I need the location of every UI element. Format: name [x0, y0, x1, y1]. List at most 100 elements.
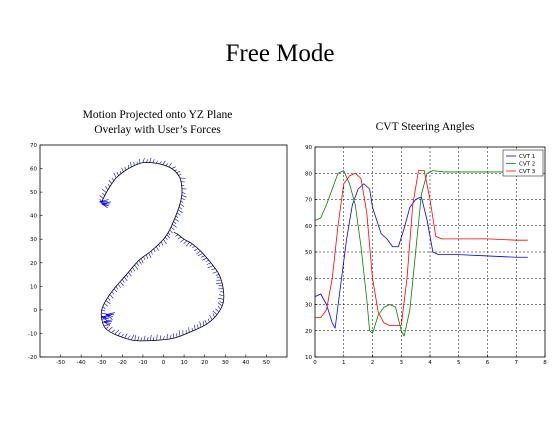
force-vector	[159, 335, 162, 340]
force-vector	[146, 336, 149, 341]
force-vector	[202, 321, 205, 326]
y-tick-label: 60	[30, 167, 37, 173]
force-vector	[108, 326, 113, 331]
force-vector	[109, 294, 114, 299]
force-vector	[160, 241, 164, 246]
force-vector	[212, 310, 218, 315]
force-vector	[189, 243, 193, 247]
x-tick-label: 20	[201, 360, 208, 366]
force-vector	[171, 166, 176, 169]
force-vector	[171, 223, 177, 228]
force-vector	[124, 333, 128, 338]
force-vector	[138, 260, 142, 265]
force-vector	[117, 331, 121, 336]
force-vector	[156, 334, 158, 341]
force-vector	[197, 324, 199, 329]
force-vector	[215, 308, 219, 312]
right-chart-title: CVT Steering Angles	[375, 121, 475, 133]
series-line-cvt-3	[315, 170, 528, 326]
force-vector	[212, 313, 215, 318]
force-vector	[217, 306, 221, 309]
force-vector	[101, 192, 106, 196]
series-line-cvt-1	[314, 183, 528, 329]
force-vector	[185, 242, 190, 247]
force-vector	[120, 281, 124, 287]
force-vector	[103, 319, 113, 323]
y-tick-label: 50	[305, 250, 312, 256]
force-vector	[172, 333, 175, 339]
force-vector	[140, 337, 143, 341]
force-vector	[173, 221, 177, 225]
force-vector	[142, 157, 145, 163]
force-vector	[114, 329, 120, 335]
x-tick-label: 6	[486, 360, 490, 366]
force-vector	[99, 199, 109, 202]
force-vector	[170, 226, 175, 230]
y-tick-label: 20	[30, 261, 37, 267]
y-tick-label: 0	[34, 308, 38, 314]
x-tick-label: 40	[242, 360, 249, 366]
force-vector	[181, 191, 186, 195]
y-tick-label: 20	[305, 329, 312, 335]
force-vector	[177, 209, 183, 213]
force-vector	[177, 236, 182, 240]
slide-title: Free Mode	[225, 40, 335, 67]
force-vector	[195, 250, 201, 255]
y-tick-label: -10	[28, 331, 37, 337]
force-vector	[101, 203, 108, 209]
force-vector	[105, 314, 113, 319]
force-vector	[143, 256, 145, 260]
force-vector	[218, 294, 224, 297]
force-vector	[179, 203, 185, 207]
y-tick-label: 60	[305, 224, 312, 230]
left-chart-title-line-2: Overlay with User’s Forces	[94, 124, 221, 136]
force-vector	[153, 248, 156, 253]
y-tick-label: 10	[305, 355, 312, 361]
force-vector	[143, 335, 146, 341]
x-tick-label: -50	[56, 360, 65, 366]
force-vector	[166, 234, 171, 239]
x-tick-label: 0	[162, 360, 166, 366]
x-tick-label: 8	[543, 360, 547, 366]
force-vector	[155, 246, 159, 251]
x-tick-label: -40	[77, 360, 86, 366]
left-chart-title-line-1: Motion Projected onto YZ Plane	[82, 109, 233, 121]
force-vector	[219, 301, 224, 304]
force-vector	[104, 324, 110, 326]
x-tick-label: 4	[428, 360, 432, 366]
force-vector	[149, 335, 152, 341]
force-vector	[122, 279, 125, 283]
y-tick-label: 70	[305, 198, 312, 204]
x-tick-label: -10	[138, 360, 147, 366]
force-vector	[130, 161, 132, 168]
force-vector	[175, 234, 179, 237]
x-tick-label: 1	[342, 360, 346, 366]
force-vector	[132, 267, 136, 272]
legend-box	[502, 149, 544, 177]
force-vector	[163, 239, 167, 245]
force-vector	[117, 283, 121, 288]
y-tick-label: 30	[305, 303, 312, 309]
y-tick-label: 10	[30, 284, 37, 290]
y-tick-label: 80	[305, 171, 312, 177]
force-vector	[148, 252, 152, 259]
force-vector	[102, 306, 106, 310]
force-vector	[104, 186, 109, 190]
force-vectors	[99, 157, 224, 341]
y-tick-label: 70	[30, 143, 37, 149]
force-vector	[105, 300, 111, 304]
force-vector	[111, 329, 116, 333]
force-vector	[197, 253, 203, 257]
force-vector	[217, 302, 222, 306]
force-vector	[193, 324, 196, 330]
force-vector	[178, 206, 183, 210]
force-vector	[192, 246, 196, 249]
chart-0: -50 -40 -30 -20 -10 0 10 20 30 40 50 -20 -10 0 10 20 30 4…	[28, 143, 288, 366]
y-tick-label: 40	[30, 214, 37, 220]
force-vector	[175, 215, 179, 219]
force-vector	[166, 333, 168, 339]
force-vector	[212, 271, 218, 274]
force-vector	[131, 334, 135, 340]
